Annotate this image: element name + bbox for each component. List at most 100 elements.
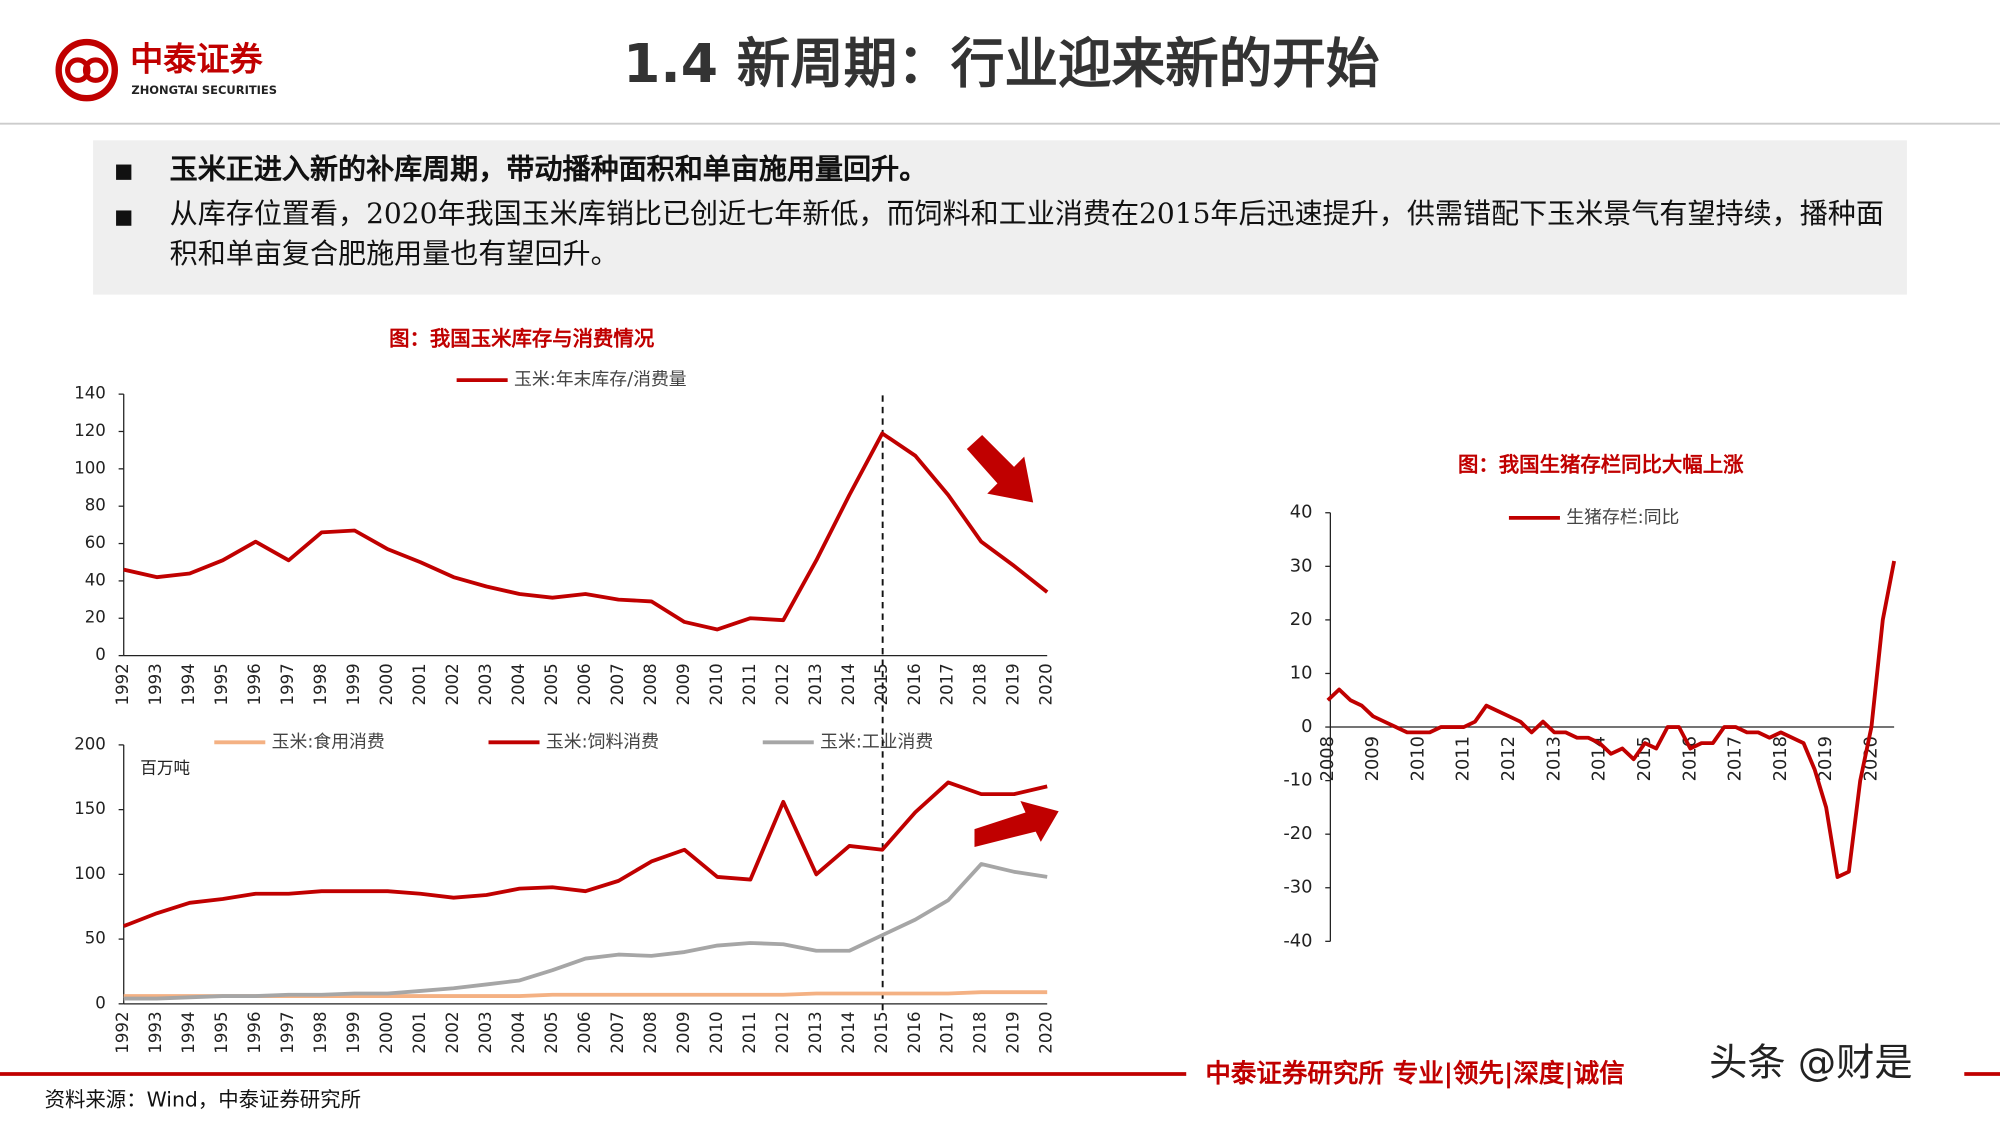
- x-tick-label: 1997: [278, 1011, 297, 1053]
- x-tick-label: 2009: [674, 1011, 693, 1053]
- x-tick-label: 2002: [443, 663, 462, 705]
- x-tick-label: 1994: [179, 1011, 198, 1053]
- x-tick-label: 2015: [872, 663, 891, 705]
- x-tick-label: 2004: [509, 663, 528, 705]
- legend-label: 玉米:饲料消费: [546, 731, 659, 752]
- x-tick-label: 1999: [344, 663, 363, 705]
- x-tick-label: 2003: [476, 1011, 495, 1053]
- bullet: 从库存位置看，2020年我国玉米库销比已创近七年新低，而饲料和工业消费在2015…: [169, 198, 1884, 271]
- series-line: [1326, 560, 1897, 879]
- x-tick-label: 2001: [410, 663, 429, 705]
- x-tick-label: 2014: [839, 663, 858, 705]
- y-unit: 百万吨: [140, 759, 190, 778]
- x-tick-label: 2019: [1004, 1011, 1023, 1053]
- x-tick-label: 2004: [509, 1011, 528, 1053]
- x-tick-label: 2007: [608, 663, 627, 705]
- x-tick-label: 2020: [1037, 663, 1056, 705]
- x-tick-label: 2020: [1037, 1011, 1056, 1053]
- x-tick-label: 2017: [1725, 736, 1746, 781]
- y-tick-label: 0: [95, 645, 106, 664]
- bullet: 玉米正进入新的补库周期，带动播种面积和单亩施用量回升。: [169, 153, 928, 187]
- x-tick-label: 2010: [1407, 736, 1428, 781]
- legend-label: 玉米:工业消费: [820, 731, 933, 752]
- page-title: 1.4 新周期：行业迎来新的开始: [623, 32, 1379, 95]
- x-tick-label: 1999: [344, 1011, 363, 1053]
- series-line: [123, 862, 1048, 1001]
- x-tick-label: 2019: [1004, 663, 1023, 705]
- x-tick-label: 2011: [740, 1011, 759, 1053]
- x-tick-label: 2005: [542, 1011, 561, 1053]
- x-tick-label: 2018: [971, 1011, 990, 1053]
- logo-ring: [55, 38, 118, 102]
- x-tick-label: 1996: [245, 1011, 264, 1053]
- legend-label: 生猪存栏:同比: [1566, 507, 1679, 528]
- x-tick-label: 2018: [1770, 736, 1791, 781]
- x-tick-label: 2013: [806, 663, 825, 705]
- logo-mark: [82, 57, 109, 83]
- logo: 中泰证券 ZHONGTAI SECURITIES: [55, 38, 277, 102]
- y-tick-label: -40: [1283, 930, 1312, 951]
- x-tick-label: 2012: [1498, 736, 1519, 781]
- y-tick-label: 60: [85, 533, 106, 552]
- x-tick-label: 2009: [1362, 736, 1383, 781]
- y-tick-label: 20: [85, 608, 106, 627]
- y-tick-label: 0: [1301, 716, 1312, 737]
- x-tick-label: 2006: [575, 1011, 594, 1053]
- y-tick-label: 150: [74, 799, 106, 818]
- x-tick-label: 2013: [1543, 736, 1564, 781]
- x-tick-label: 2017: [938, 1011, 957, 1053]
- x-tick-label: 2003: [476, 663, 495, 705]
- x-tick-label: 2010: [707, 663, 726, 705]
- y-tick-label: 30: [1290, 555, 1313, 576]
- y-tick-label: -10: [1283, 770, 1312, 791]
- x-tick-label: 2018: [971, 663, 990, 705]
- series-line: [123, 780, 1048, 928]
- footer-slogan: 中泰证券研究所 专业|领先|深度|诚信: [1205, 1059, 1624, 1089]
- x-tick-label: 2007: [608, 1011, 627, 1053]
- y-tick-label: -20: [1283, 823, 1312, 844]
- y-tick-label: 200: [74, 734, 106, 753]
- x-tick-label: 2019: [1815, 736, 1836, 781]
- logo-text: 中泰证券: [130, 40, 263, 79]
- x-tick-label: 1997: [278, 663, 297, 705]
- x-tick-label: 1998: [311, 1011, 330, 1053]
- y-tick-label: 100: [74, 458, 106, 477]
- x-tick-label: 1996: [245, 663, 264, 705]
- x-tick-label: 2001: [410, 1011, 429, 1053]
- x-tick-label: 2011: [1453, 736, 1474, 781]
- x-tick-label: 2006: [575, 663, 594, 705]
- y-tick-label: 10: [1290, 662, 1313, 683]
- x-tick-label: 2000: [377, 663, 396, 705]
- x-tick-label: 2008: [641, 1011, 660, 1053]
- legend-label: 玉米:年末库存/消费量: [514, 369, 687, 390]
- up-arrow: [974, 801, 1059, 847]
- y-tick-label: 100: [74, 864, 106, 883]
- x-tick-label: 2015: [872, 1011, 891, 1053]
- chart-title: 图：我国生猪存栏同比大幅上涨: [1458, 453, 1744, 477]
- y-tick-label: 120: [74, 421, 106, 440]
- chart-title: 图：我国玉米库存与消费情况: [389, 326, 655, 350]
- down-arrow: [966, 434, 1034, 503]
- watermark: 头条 @财是: [1709, 1041, 1912, 1086]
- source-note: 资料来源：Wind，中泰证券研究所: [45, 1088, 361, 1112]
- y-tick-label: 80: [85, 496, 106, 515]
- x-tick-label: 2008: [641, 663, 660, 705]
- x-tick-label: 1995: [212, 663, 231, 705]
- bullet-icon: [116, 210, 132, 226]
- x-tick-label: 2012: [773, 663, 792, 705]
- x-tick-label: 2017: [938, 663, 957, 705]
- x-tick-label: 1994: [179, 663, 198, 705]
- legend-label: 玉米:食用消费: [272, 731, 385, 752]
- x-tick-label: 2013: [806, 1011, 825, 1053]
- x-tick-label: 2009: [674, 663, 693, 705]
- y-tick-label: 40: [85, 570, 106, 589]
- x-tick-label: 1992: [113, 663, 132, 705]
- bullets: 玉米正进入新的补库周期，带动播种面积和单亩施用量回升。 从库存位置看，2020年…: [169, 153, 1884, 271]
- y-tick-label: 20: [1290, 609, 1313, 630]
- logo-subtext: ZHONGTAI SECURITIES: [131, 83, 277, 97]
- x-tick-label: 1998: [311, 663, 330, 705]
- x-tick-label: 2016: [1679, 736, 1700, 781]
- x-tick-label: 2014: [839, 1011, 858, 1053]
